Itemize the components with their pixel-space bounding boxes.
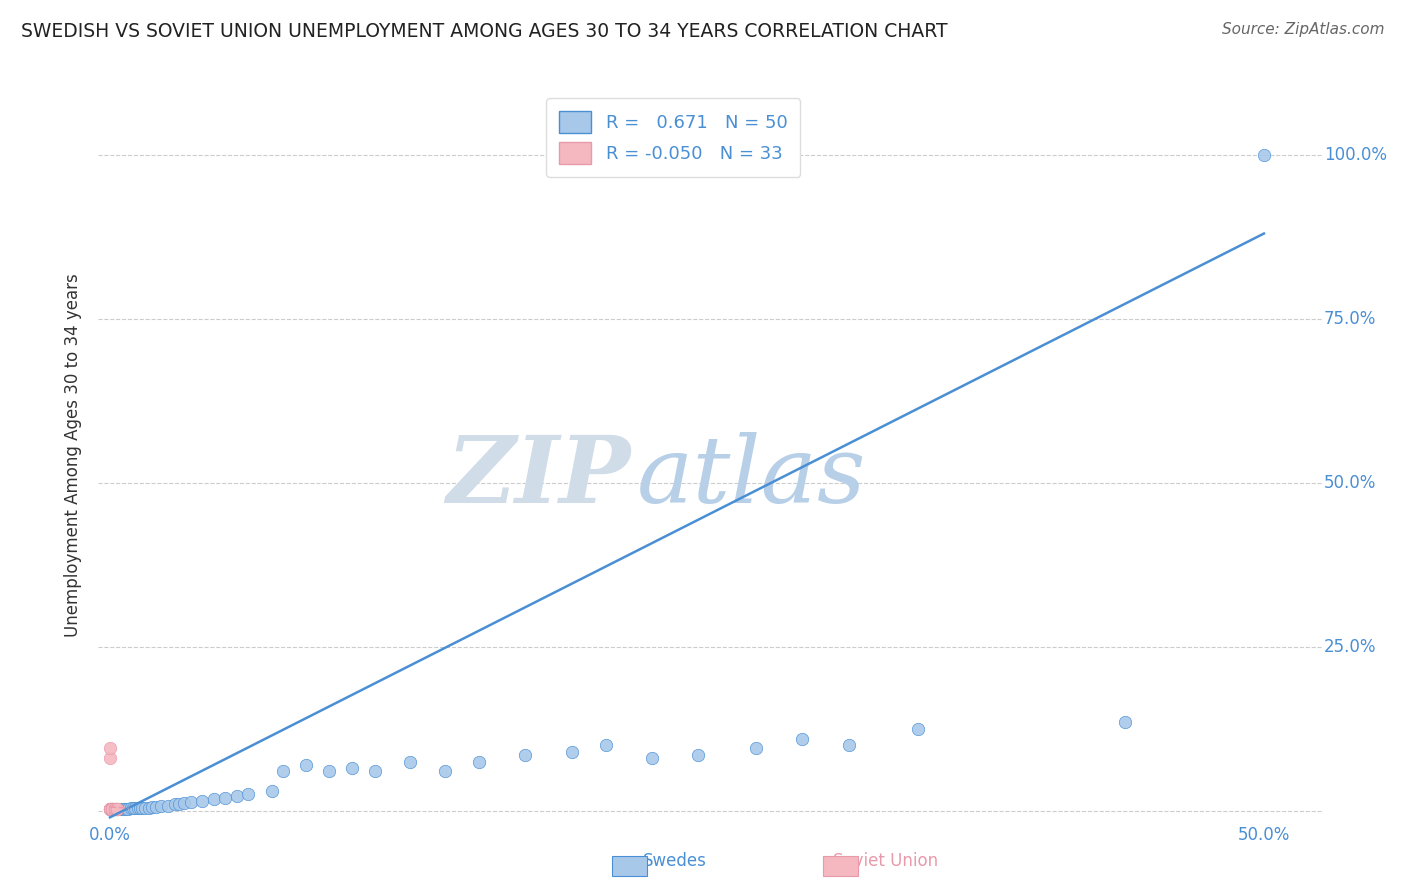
Point <box>112 802 135 816</box>
Point <box>108 802 131 816</box>
Point <box>225 789 247 804</box>
Point <box>105 802 128 816</box>
Point <box>101 802 124 816</box>
Point <box>101 802 124 816</box>
Point <box>180 795 202 809</box>
Point <box>105 802 128 816</box>
Point <box>214 790 236 805</box>
Text: 75.0%: 75.0% <box>1324 310 1376 327</box>
Legend: R =   0.671   N = 50, R = -0.050   N = 33: R = 0.671 N = 50, R = -0.050 N = 33 <box>547 98 800 177</box>
Point <box>688 747 710 762</box>
Point <box>156 798 179 813</box>
Point <box>561 745 583 759</box>
Point <box>101 802 124 816</box>
Point <box>163 797 186 812</box>
Point <box>98 751 121 765</box>
Point <box>103 802 125 816</box>
Point <box>115 802 138 816</box>
Point <box>101 802 124 816</box>
Point <box>98 802 121 816</box>
Point <box>120 801 142 815</box>
Point <box>98 741 121 756</box>
Point <box>149 799 172 814</box>
Point <box>124 801 146 815</box>
Point <box>101 802 124 816</box>
Text: SWEDISH VS SOVIET UNION UNEMPLOYMENT AMONG AGES 30 TO 34 YEARS CORRELATION CHART: SWEDISH VS SOVIET UNION UNEMPLOYMENT AMO… <box>21 22 948 41</box>
Point <box>103 802 125 816</box>
Point <box>101 802 124 816</box>
Point <box>101 802 124 816</box>
Point <box>105 802 128 816</box>
Point <box>134 800 156 814</box>
Point <box>271 764 294 779</box>
Y-axis label: Unemployment Among Ages 30 to 34 years: Unemployment Among Ages 30 to 34 years <box>65 273 83 637</box>
Point <box>98 802 121 816</box>
Point <box>295 757 318 772</box>
Point <box>399 755 422 769</box>
Point <box>122 801 145 815</box>
Point <box>101 802 124 816</box>
Point <box>238 788 260 802</box>
Point <box>101 802 124 816</box>
Point <box>98 802 121 816</box>
Point <box>103 802 125 816</box>
Point <box>1114 715 1136 730</box>
Point <box>98 802 121 816</box>
Point <box>641 751 664 765</box>
Point <box>167 797 190 812</box>
Point <box>515 747 537 762</box>
Point <box>129 800 152 814</box>
Text: Swedes: Swedes <box>643 852 707 870</box>
Point <box>1253 148 1275 162</box>
Point <box>98 802 121 816</box>
Text: ZIP: ZIP <box>446 432 630 522</box>
Point <box>342 761 364 775</box>
Point <box>98 802 121 816</box>
Point <box>127 801 149 815</box>
Point <box>101 802 124 816</box>
Point <box>837 738 859 752</box>
Point <box>191 794 214 808</box>
Point <box>101 802 124 816</box>
Point <box>745 741 768 756</box>
Point <box>110 802 132 816</box>
Point <box>364 764 387 779</box>
Point <box>907 722 929 736</box>
Point <box>145 800 167 814</box>
Text: 25.0%: 25.0% <box>1324 638 1376 656</box>
Text: Source: ZipAtlas.com: Source: ZipAtlas.com <box>1222 22 1385 37</box>
Point <box>468 755 491 769</box>
Point <box>98 802 121 816</box>
Point <box>98 802 121 816</box>
Text: atlas: atlas <box>637 432 866 522</box>
Point <box>105 802 128 816</box>
Point <box>260 784 283 798</box>
Point <box>103 802 125 816</box>
Point <box>105 802 128 816</box>
Point <box>117 802 139 816</box>
Point <box>105 802 128 816</box>
Point <box>318 764 340 779</box>
Point <box>173 796 195 810</box>
Text: 100.0%: 100.0% <box>1324 145 1388 164</box>
Point <box>103 802 125 816</box>
Point <box>595 738 617 752</box>
Point <box>105 802 128 816</box>
Point <box>202 792 225 806</box>
Text: Soviet Union: Soviet Union <box>834 852 938 870</box>
Point <box>131 800 153 814</box>
Point <box>103 802 125 816</box>
Point <box>103 802 125 816</box>
Point <box>103 802 125 816</box>
Text: 50.0%: 50.0% <box>1324 474 1376 491</box>
Point <box>141 800 163 814</box>
Point <box>138 800 160 814</box>
Point <box>433 764 456 779</box>
Point <box>98 802 121 816</box>
Point <box>792 731 814 746</box>
